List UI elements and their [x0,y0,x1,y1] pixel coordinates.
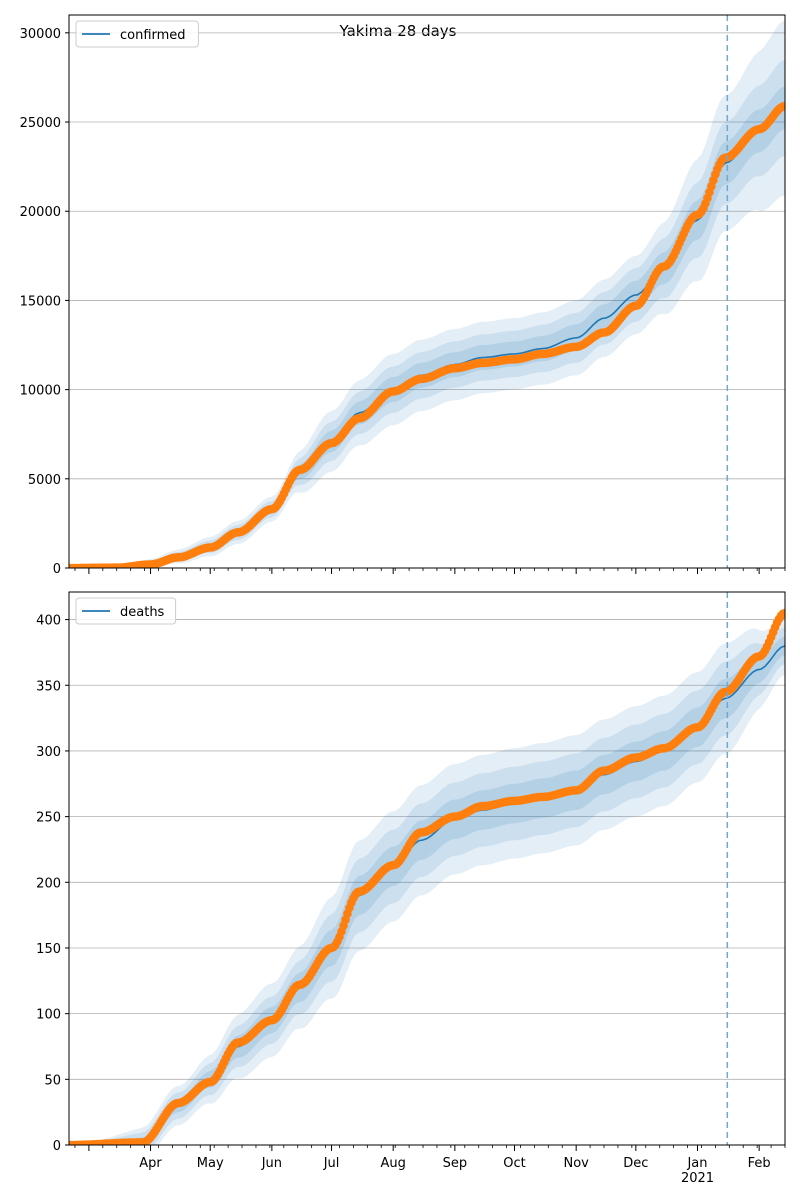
y-tick-label: 350 [36,679,61,694]
y-tick-label: 200 [36,876,61,891]
x-tick-label: Jan [686,1156,707,1171]
legend-label: confirmed [120,28,186,43]
y-tick-label: 250 [36,811,61,826]
y-tick-label: 0 [53,562,61,577]
plot-area [69,20,785,568]
x-tick-label: Aug [380,1156,405,1171]
legend: deaths [75,597,177,625]
figure-title: Yakima 28 days [339,22,457,40]
y-tick-label: 100 [36,1008,61,1023]
y-tick-label: 30000 [20,27,61,42]
x-tick-label: Sep [443,1156,468,1171]
uncertainty-band [69,59,785,568]
y-tick-label: 20000 [20,205,61,220]
y-tick-label: 15000 [20,294,61,309]
observed-point [780,101,785,111]
uncertainty-band [69,636,785,1145]
y-tick-label: 300 [36,745,61,760]
y-tick-label: 0 [53,1139,61,1154]
uncertainty-band [69,617,785,1145]
x-tick-label: Jun [261,1156,282,1171]
observed-point [780,608,785,618]
y-tick-label: 25000 [20,116,61,131]
panel-deaths: 0 50 100 150 200 250 300 350 400 Apr May Jun Jul Aug S… [36,591,786,1186]
axes-frame [68,14,786,569]
x-tick-label: Oct [503,1156,525,1171]
y-tick-label: 400 [36,614,61,629]
x-tick-label: May [197,1156,224,1171]
y-tick-label: 50 [44,1073,61,1088]
x-tick-label: Nov [563,1156,589,1171]
uncertainty-band [69,627,785,1145]
y-tick-label: 5000 [28,473,61,488]
legend-label: deaths [120,605,165,620]
legend: confirmed [75,20,199,48]
x-tick-label: Dec [623,1156,648,1171]
plot-area [69,608,785,1145]
x-tick-label: Jul [323,1156,340,1171]
y-tick-label: 150 [36,942,61,957]
x-year-label: 2021 [681,1171,714,1186]
x-tick-label: Apr [139,1156,162,1171]
x-tick-label: Feb [748,1156,771,1171]
axes-frame [68,591,786,1146]
y-tick-label: 10000 [20,384,61,399]
panel-confirmed: 0 5000 10000 15000 20000 25000 30000 confirmed [20,14,786,577]
